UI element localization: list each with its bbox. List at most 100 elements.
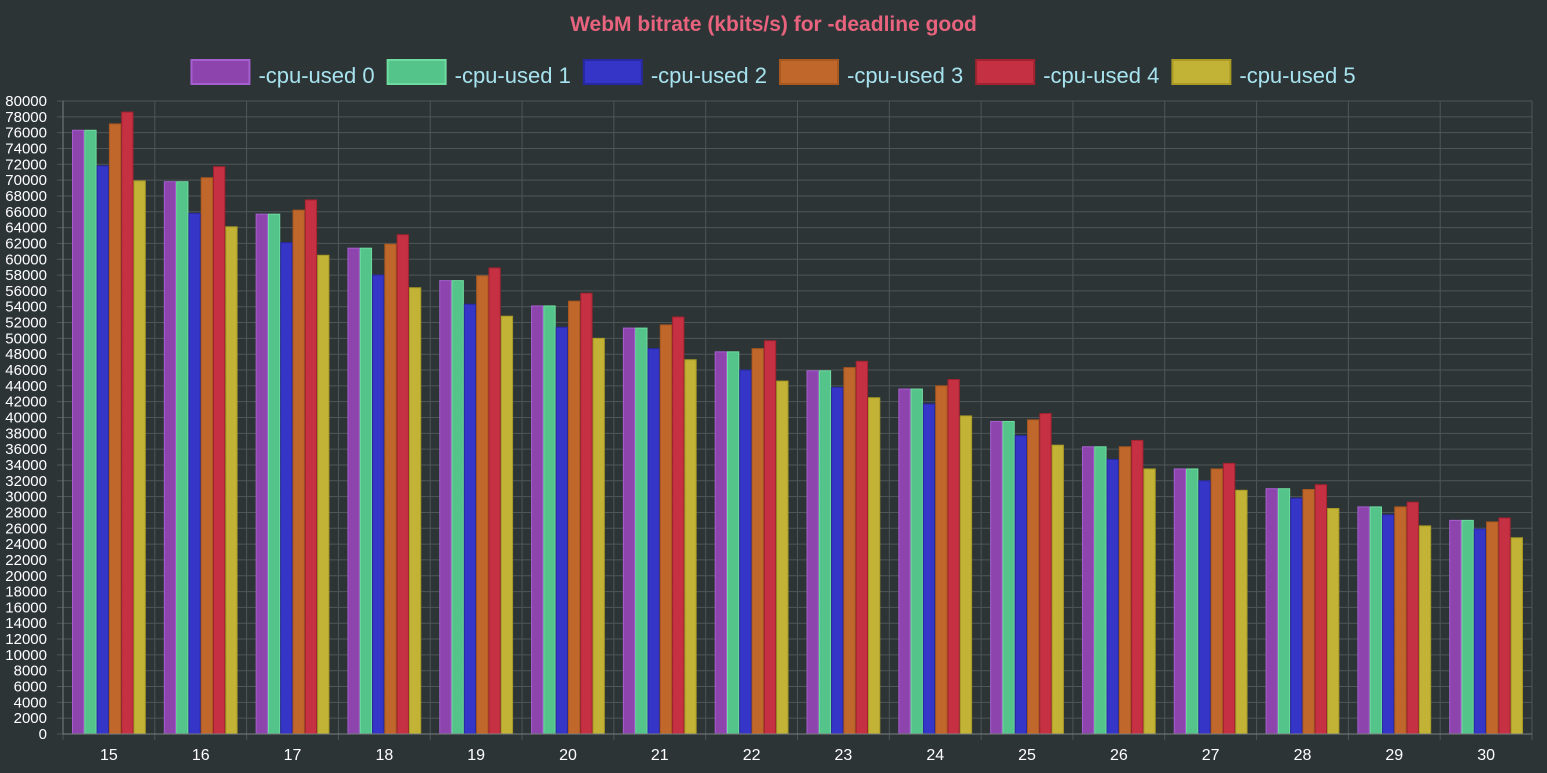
legend-label: -cpu-used 4 <box>1043 63 1159 88</box>
bar <box>163 181 177 735</box>
bar <box>1210 468 1223 735</box>
legend-item[interactable]: -cpu-used 2 <box>582 59 767 88</box>
x-tick-label: 27 <box>1202 747 1220 764</box>
bar <box>1498 517 1511 735</box>
legend-item[interactable]: -cpu-used 0 <box>190 59 375 88</box>
bar <box>96 165 109 735</box>
bar <box>531 305 544 735</box>
bar <box>1486 521 1499 735</box>
bar <box>922 403 936 735</box>
bar <box>396 234 409 735</box>
x-tick-label: 22 <box>743 747 761 764</box>
legend-swatch <box>386 59 447 85</box>
bar <box>739 369 752 735</box>
bar <box>476 275 489 735</box>
y-tick-label: 66000 <box>5 204 47 221</box>
bar <box>647 348 660 735</box>
bar <box>1265 488 1278 735</box>
bar <box>868 397 881 735</box>
bar <box>463 303 477 735</box>
legend-item[interactable]: -cpu-used 1 <box>386 59 571 88</box>
bar <box>1118 446 1132 735</box>
bar <box>188 212 201 735</box>
y-tick-label: 22000 <box>5 552 47 569</box>
bar <box>267 213 281 735</box>
bar <box>200 177 214 735</box>
bar <box>72 129 85 735</box>
axes <box>62 101 1532 735</box>
bar <box>121 111 134 735</box>
bar <box>1106 458 1119 735</box>
legend-item[interactable]: -cpu-used 5 <box>1171 59 1356 88</box>
y-tick-label: 46000 <box>5 362 47 379</box>
bar <box>1381 514 1395 735</box>
bar <box>372 274 385 735</box>
y-tick-label: 8000 <box>14 663 47 680</box>
bar <box>1081 446 1095 735</box>
y-tick-label: 78000 <box>5 109 47 126</box>
legend-swatch <box>779 59 839 85</box>
y-tick-label: 74000 <box>5 140 47 157</box>
y-tick-label: 30000 <box>5 489 47 506</box>
bar <box>580 292 593 735</box>
x-tick-label: 29 <box>1385 747 1403 764</box>
y-tick-label: 38000 <box>5 425 47 442</box>
x-tick-label: 17 <box>284 747 302 764</box>
bar <box>255 213 268 735</box>
x-tick-label: 15 <box>100 747 118 764</box>
bar <box>1327 507 1340 735</box>
bar <box>776 380 789 735</box>
x-tick-label: 20 <box>559 747 577 764</box>
legend-swatch <box>1171 59 1232 85</box>
bar <box>959 415 973 735</box>
chart-title: WebM bitrate (kbits/s) for -deadline goo… <box>570 13 977 36</box>
y-tick-label: 48000 <box>5 346 47 363</box>
legend-label: -cpu-used 1 <box>455 63 571 88</box>
legend-swatch <box>582 59 643 85</box>
bar <box>1510 537 1523 735</box>
y-tick-label: 80000 <box>5 93 47 110</box>
bar <box>592 337 605 735</box>
bar <box>280 242 293 735</box>
legend-item[interactable]: -cpu-used 4 <box>975 59 1159 88</box>
x-axis-ticks: 15 16 17 18 19 20 21 22 23 24 25 26 27 28 29 30 <box>100 747 1495 764</box>
bar <box>635 327 648 735</box>
y-tick-label: 10000 <box>5 647 47 664</box>
bar <box>714 351 727 735</box>
y-tick-label: 60000 <box>5 251 47 268</box>
legend-label: -cpu-used 5 <box>1239 63 1355 88</box>
bar <box>108 123 122 735</box>
y-tick-label: 72000 <box>5 156 47 173</box>
bar <box>1369 506 1382 735</box>
bar <box>659 324 673 735</box>
x-tick-label: 26 <box>1110 747 1128 764</box>
bar <box>543 305 556 735</box>
y-tick-label: 50000 <box>5 330 47 347</box>
y-tick-label: 14000 <box>5 615 47 632</box>
y-axis-ticks: 0200040006000800010000120001400016000180… <box>5 93 47 743</box>
bar <box>500 315 514 735</box>
bar <box>898 388 911 735</box>
y-tick-label: 32000 <box>5 473 47 490</box>
bar <box>317 254 330 735</box>
bar <box>408 287 422 735</box>
bar <box>439 280 452 735</box>
legend: -cpu-used 0 -cpu-used 1 -cpu-used 2 -cpu-us… <box>190 59 1356 88</box>
y-tick-label: 6000 <box>14 679 47 696</box>
y-tick-label: 64000 <box>5 220 47 237</box>
x-tick-label: 28 <box>1294 747 1312 764</box>
y-tick-label: 52000 <box>5 315 47 332</box>
bar <box>1198 480 1211 735</box>
legend-label: -cpu-used 2 <box>651 63 767 88</box>
bar <box>1290 497 1303 735</box>
legend-swatch <box>975 59 1036 85</box>
legend-item[interactable]: -cpu-used 3 <box>779 59 963 88</box>
bar <box>806 370 819 735</box>
y-tick-label: 44000 <box>5 378 47 395</box>
y-tick-label: 2000 <box>14 710 47 727</box>
y-tick-label: 34000 <box>5 457 47 474</box>
bar <box>1277 488 1291 735</box>
legend-label: -cpu-used 0 <box>258 63 374 88</box>
bar <box>225 226 238 735</box>
